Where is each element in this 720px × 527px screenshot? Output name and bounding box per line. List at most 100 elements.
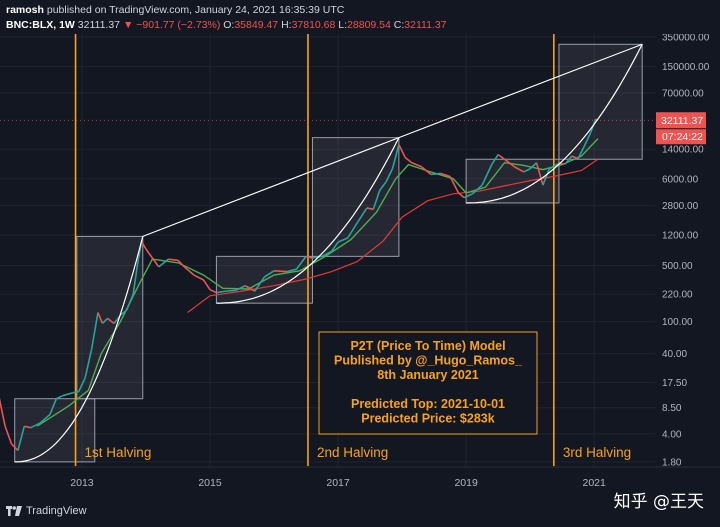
- price-segment: [168, 258, 179, 262]
- price-segment: [295, 255, 307, 270]
- price-segment: [202, 279, 211, 291]
- price-segment: [140, 240, 147, 250]
- price-tick-label: 1.80: [662, 457, 682, 468]
- model-box: [465, 158, 560, 204]
- price-segment: [216, 290, 227, 294]
- model-curves: [14, 43, 643, 463]
- price-segment: [151, 257, 160, 268]
- price-tick-label: 2800.00: [662, 201, 699, 212]
- price-segment: [497, 153, 506, 160]
- price-segment: [273, 269, 287, 273]
- price-segment: [372, 190, 381, 210]
- price-segment: [225, 289, 236, 292]
- price-segment: [379, 181, 387, 191]
- price-segment: [193, 274, 204, 281]
- price-segment: [0, 397, 6, 427]
- price-segment: [321, 250, 333, 258]
- price-segment: [542, 168, 551, 186]
- price-segment: [56, 394, 64, 400]
- published-text: published on TradingView.com, January 24…: [46, 4, 345, 16]
- price-segment: [411, 162, 422, 168]
- price-segment: [463, 193, 473, 199]
- price-tick-label: 350000.00: [662, 34, 710, 43]
- price-segment: [183, 266, 195, 276]
- price-segment: [90, 312, 99, 350]
- symbol-label[interactable]: BNC:BLX, 1W: [6, 19, 75, 31]
- price-segment: [449, 176, 460, 194]
- price-segment: [366, 207, 374, 211]
- price-segment: [49, 398, 58, 415]
- price-segment: [440, 172, 451, 178]
- price-segment: [398, 144, 407, 158]
- tradingview-logo-icon: [6, 506, 22, 516]
- tradingview-brand: TradingView: [26, 505, 87, 517]
- close-label: C:: [393, 19, 405, 31]
- price-segment: [571, 155, 579, 160]
- price-segment: [337, 237, 348, 243]
- price-segment: [254, 276, 266, 292]
- price-tick-label: 150000.00: [662, 62, 710, 73]
- time-tick-label: 2017: [326, 477, 350, 489]
- price-segment: [548, 162, 560, 170]
- model-box: [14, 398, 96, 463]
- price-segment: [513, 165, 525, 173]
- price-segment: [101, 317, 109, 325]
- time-axis[interactable]: 2013 2015 2017 2019 2021: [0, 466, 720, 489]
- price-tick-label: 1200.00: [662, 230, 699, 241]
- time-tick-label: 2013: [70, 477, 94, 489]
- price-segment: [132, 259, 140, 295]
- price-segment: [24, 425, 31, 429]
- price-tick-label: 500.00: [662, 261, 693, 272]
- price-segment: [391, 144, 400, 169]
- price-segment: [244, 285, 256, 292]
- price-segment: [145, 248, 154, 259]
- high-label: H:: [281, 19, 292, 31]
- price-segment: [17, 426, 26, 451]
- price-tick-label: 220.00: [662, 290, 693, 301]
- candle-timer-badge: [656, 129, 706, 145]
- price-segment: [72, 390, 79, 394]
- price-segment: [107, 317, 115, 325]
- price-tick-label: 17.50: [662, 378, 687, 389]
- price-segment: [39, 413, 51, 424]
- price-segment: [78, 377, 86, 392]
- price-change: −901.77 (−2.73%): [136, 19, 221, 31]
- halving-label: 1st Halving: [85, 445, 152, 460]
- p2t-curve: [216, 137, 400, 304]
- price-chart[interactable]: 1st Halving 2nd Halving 3rd Halving P2T (P…: [0, 34, 720, 499]
- price-segment: [529, 162, 538, 170]
- annotation-line: Predicted Price: $283k: [361, 412, 494, 426]
- price-segment: [385, 168, 394, 183]
- price-segment: [4, 425, 13, 445]
- price-segment: [305, 255, 313, 259]
- price-segment: [481, 164, 493, 186]
- price-segment: [356, 207, 368, 224]
- price-segment: [535, 162, 544, 186]
- open-value: 35849.47: [234, 19, 279, 31]
- price-segment: [346, 222, 358, 239]
- annotation-line: 8th January 2021: [377, 368, 478, 382]
- ohlc-line: BNC:BLX, 1W 32111.37 ▼ −901.77 (−2.73%) …: [6, 19, 447, 31]
- tradingview-logo[interactable]: TradingView: [6, 505, 87, 517]
- price-tick-label: 40.00: [662, 349, 687, 360]
- publisher-name[interactable]: ramosh: [6, 4, 44, 16]
- price-tick-label: 14000.00: [662, 145, 704, 156]
- model-box: [76, 235, 144, 400]
- annotation-box: [318, 331, 538, 435]
- time-tick-label: 2015: [198, 477, 222, 489]
- p2t-curve: [14, 236, 144, 463]
- price-tick-label: 6000.00: [662, 174, 699, 185]
- down-arrow-icon: ▼: [122, 19, 134, 31]
- price-tick-label: 100.00: [662, 317, 693, 328]
- publisher-line: ramosh published on TradingView.com, Jan…: [6, 4, 344, 16]
- annotation-line: P2T (Price To Time) Model: [350, 339, 505, 353]
- candle-timer-label: 07:24:22: [662, 131, 703, 143]
- last-price: 32111.37: [77, 19, 121, 31]
- price-segment: [457, 192, 465, 199]
- price-axis[interactable]: 350000.00 150000.00 70000.00 14000.00 6000.0…: [656, 34, 710, 468]
- price-segment: [209, 288, 217, 294]
- price-segment: [30, 422, 41, 429]
- price-segment: [286, 268, 297, 273]
- price-segment: [177, 259, 185, 268]
